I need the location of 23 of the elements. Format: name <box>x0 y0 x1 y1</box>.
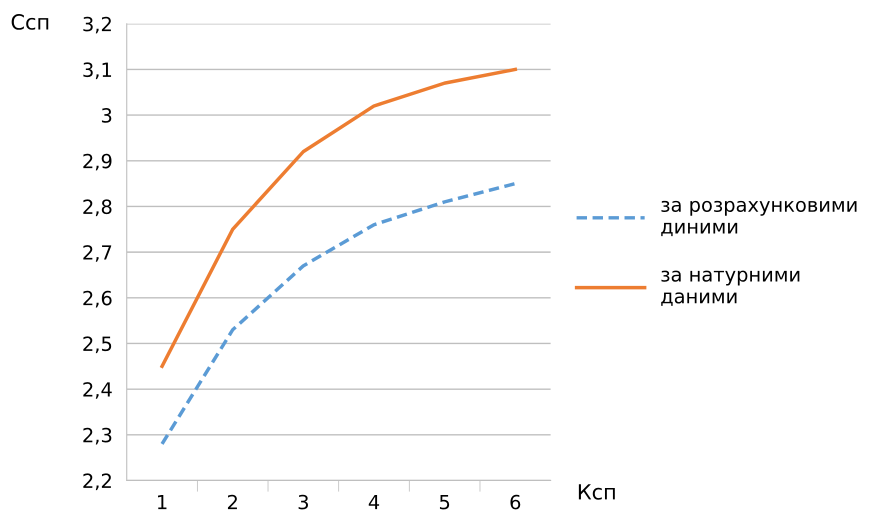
x-tick-label: 1 <box>158 494 166 510</box>
x-tick-label: 2 <box>228 494 237 510</box>
y-tick-label: 2,8 <box>83 199 112 216</box>
y-tick-label: 3,2 <box>83 16 111 34</box>
y-axis-title: Сcп <box>12 14 48 30</box>
y-tick-label: 2,3 <box>83 428 112 444</box>
line-series <box>160 182 518 446</box>
y-tick-label: 2,9 <box>83 154 112 170</box>
legend-label: за натурними даними <box>661 270 800 306</box>
y-tick-label: 3,1 <box>83 62 112 80</box>
y-tick-label: 2,2 <box>83 473 111 490</box>
x-tick-label: 6 <box>510 494 520 510</box>
y-tick-label: 3 <box>102 108 112 123</box>
x-tick-label: 4 <box>368 494 380 510</box>
x-tick-label: 5 <box>440 494 450 510</box>
x-axis-title: Ксп <box>578 484 615 500</box>
y-tick-label: 2,4 <box>83 382 112 399</box>
line-series <box>160 68 518 368</box>
y-tick-label: 2,5 <box>83 336 112 354</box>
x-tick-label: 3 <box>298 494 308 510</box>
y-tick-label: 2,7 <box>83 245 112 262</box>
y-tick-label: 2,6 <box>83 290 112 308</box>
legend-label: за розрахунковими диними <box>661 200 856 236</box>
